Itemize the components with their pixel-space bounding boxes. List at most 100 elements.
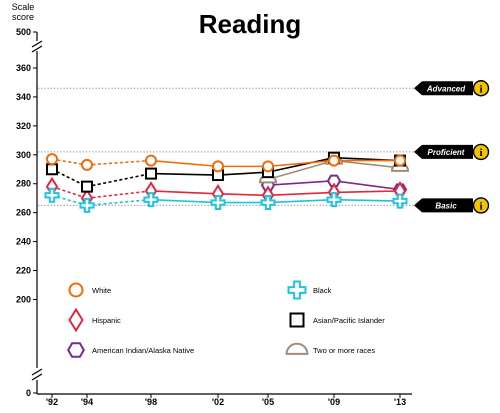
data-point xyxy=(392,193,408,209)
advanced-level-label: Advanced xyxy=(426,84,466,93)
data-point xyxy=(143,192,159,208)
legend-item-american-indian-alaska-native: American Indian/Alaska Native xyxy=(67,342,194,358)
series-segment xyxy=(150,172,219,176)
series-segment xyxy=(267,191,335,197)
x-tick-label: '98 xyxy=(145,397,157,407)
legend-label: Black xyxy=(313,286,332,295)
legend-marker xyxy=(68,282,84,298)
series-segment xyxy=(333,180,401,191)
chart-legend: White Black Hispanic Asian/Pacific Islander… xyxy=(67,280,385,358)
data-point xyxy=(326,174,342,188)
legend-label: Two or more races xyxy=(313,346,375,355)
series-segment xyxy=(217,171,269,176)
y-axis-break-1 xyxy=(31,40,43,53)
data-point xyxy=(262,160,274,173)
y-tick-label: 260 xyxy=(16,208,31,218)
data-point xyxy=(44,187,60,203)
y-tick-label: 360 xyxy=(16,63,31,73)
series-segment xyxy=(267,180,335,186)
y-tick-label: 320 xyxy=(16,121,31,131)
achievement-level-lines: Advanced i Proficient i Basic i xyxy=(38,80,490,214)
info-icon-glyph: i xyxy=(479,200,482,212)
series-segment xyxy=(86,172,152,188)
advanced-level-tag: Advanced i xyxy=(414,80,490,97)
data-point xyxy=(79,197,95,213)
chart-axes: 0 200 220 240 260 280 300 320 340 360 500 '92 '94 '98… xyxy=(16,27,412,407)
data-point xyxy=(46,163,58,176)
proficient-level-tag: Proficient i xyxy=(414,143,490,161)
y-tick-label: 220 xyxy=(16,266,31,276)
info-icon[interactable] xyxy=(472,80,490,97)
legend-item-asian-pacific-islander: Asian/Pacific Islander xyxy=(289,312,385,328)
series-segment xyxy=(86,159,152,166)
data-point xyxy=(46,153,58,166)
info-icon-glyph: i xyxy=(479,83,482,95)
series-segment xyxy=(267,156,335,173)
legend-item-two-or-more-races: Two or more races xyxy=(285,342,375,355)
info-icon[interactable] xyxy=(472,197,490,214)
series-segment xyxy=(217,193,269,197)
y-axis-label-line-1: Scale xyxy=(12,2,35,12)
x-tick-label: '05 xyxy=(262,397,274,407)
y-tick-label: 300 xyxy=(16,150,31,160)
legend-marker xyxy=(289,312,305,328)
y-tick-label: 280 xyxy=(16,179,31,189)
series-asian-pacific-islander xyxy=(46,151,406,193)
series-segment xyxy=(267,198,335,204)
legend-marker xyxy=(285,342,309,355)
x-tick-label: '94 xyxy=(81,397,93,407)
data-point xyxy=(328,154,340,167)
proficient-level-label: Proficient xyxy=(428,148,465,157)
y-tick-label: 340 xyxy=(16,92,31,102)
series-segment xyxy=(51,185,88,199)
series-segment xyxy=(333,198,401,202)
basic-level-tag: Basic i xyxy=(414,197,490,214)
x-tick-label: '09 xyxy=(328,397,340,407)
data-point xyxy=(145,154,157,167)
x-tick-label: '02 xyxy=(212,397,224,407)
basic-level-label: Basic xyxy=(435,201,457,210)
series-segment xyxy=(333,190,401,194)
data-point xyxy=(81,180,93,193)
series-segment xyxy=(86,198,152,207)
series-segment xyxy=(150,159,219,168)
series-segment xyxy=(150,190,219,195)
legend-item-white: White xyxy=(68,282,111,298)
chart-series xyxy=(44,151,410,213)
y-tick-label: 200 xyxy=(16,294,31,304)
data-point xyxy=(260,195,276,211)
series-segment xyxy=(150,198,219,204)
y-axis-label-line-2: score xyxy=(12,12,34,22)
y-tick-label: 500 xyxy=(16,27,31,37)
legend-label: Hispanic xyxy=(92,316,121,325)
legend-marker xyxy=(67,342,85,358)
info-icon-glyph: i xyxy=(479,147,482,159)
info-icon[interactable] xyxy=(472,143,490,161)
x-tick-label: '13 xyxy=(394,397,406,407)
y-tick-label: 0 xyxy=(26,388,31,398)
data-point xyxy=(326,192,342,208)
chart-title: Reading xyxy=(199,9,302,39)
y-tick-label: 240 xyxy=(16,237,31,247)
y-axis-break-2 xyxy=(31,368,43,381)
series-segment xyxy=(267,159,335,168)
legend-item-hispanic: Hispanic xyxy=(68,307,121,333)
series-segment xyxy=(333,159,401,169)
series-segment xyxy=(86,190,152,199)
legend-marker xyxy=(287,280,307,300)
x-tick-label: '92 xyxy=(46,397,58,407)
legend-label: White xyxy=(92,286,111,295)
data-point xyxy=(210,195,226,211)
data-point xyxy=(394,154,406,167)
series-black xyxy=(44,187,408,213)
legend-label: Asian/Pacific Islander xyxy=(313,316,385,325)
series-white xyxy=(46,153,406,173)
data-point xyxy=(81,158,93,171)
data-point xyxy=(212,160,224,173)
series-segment xyxy=(267,159,335,181)
legend-marker xyxy=(68,307,84,333)
legend-label: American Indian/Alaska Native xyxy=(92,346,194,355)
legend-item-black: Black xyxy=(287,280,332,300)
